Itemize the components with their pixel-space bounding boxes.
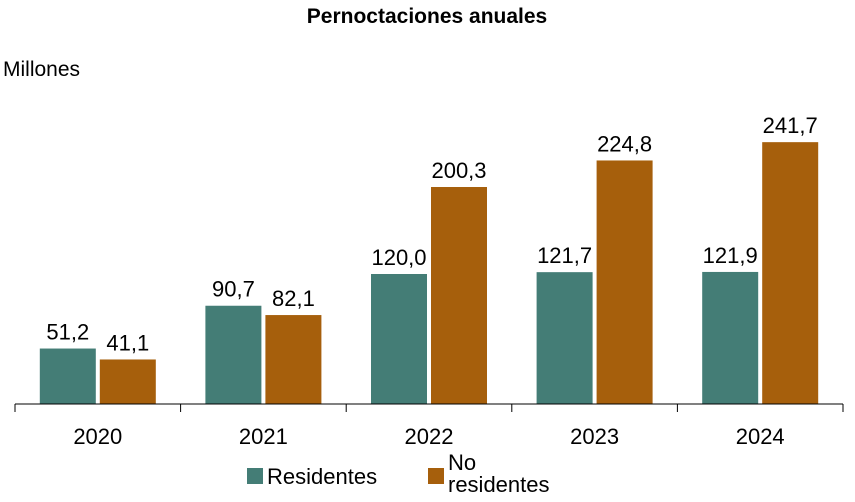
legend-label-line: No bbox=[448, 450, 476, 475]
bar-no-residentes-2024 bbox=[762, 142, 819, 405]
x-tick-label-2022: 2022 bbox=[405, 424, 454, 449]
legend-label-residentes: Residentes bbox=[267, 464, 377, 489]
data-label-residentes-2023: 121,7 bbox=[537, 243, 592, 268]
data-label-no-residentes-2023: 224,8 bbox=[597, 131, 652, 156]
bar-residentes-2023 bbox=[536, 272, 593, 404]
bar-no-residentes-2022 bbox=[431, 187, 487, 404]
x-tick-label-2021: 2021 bbox=[239, 424, 288, 449]
bar-residentes-2022 bbox=[371, 274, 427, 404]
data-label-no-residentes-2020: 41,1 bbox=[106, 330, 149, 355]
chart-title: Pernoctaciones anuales bbox=[307, 5, 547, 28]
legend-swatch-no-residentes bbox=[428, 468, 444, 484]
bar-residentes-2020 bbox=[39, 348, 96, 404]
legend-label-no-residentes: No residentes bbox=[448, 450, 550, 497]
data-label-residentes-2022: 120,0 bbox=[371, 245, 426, 270]
x-tick-label-2020: 2020 bbox=[73, 424, 122, 449]
bar-residentes-2021 bbox=[205, 305, 262, 404]
data-label-no-residentes-2021: 82,1 bbox=[272, 286, 315, 311]
bar-residentes-2024 bbox=[702, 271, 759, 404]
data-label-no-residentes-2024: 241,7 bbox=[763, 113, 818, 138]
data-label-residentes-2021: 90,7 bbox=[212, 277, 255, 302]
x-tick-label-2023: 2023 bbox=[570, 424, 619, 449]
legend-label-line: residentes bbox=[448, 472, 550, 497]
bar-no-residentes-2020 bbox=[99, 359, 156, 404]
bar-no-residentes-2023 bbox=[596, 160, 653, 404]
y-axis-unit-label: Millones bbox=[3, 58, 80, 81]
legend-swatch-residentes bbox=[247, 468, 263, 484]
legend: Residentes No residentes bbox=[247, 450, 550, 497]
data-label-residentes-2024: 121,9 bbox=[703, 243, 758, 268]
plot-area: 51,2 41,1 2020 90,7 82,1 2021 120,0 200,3 2022 12… bbox=[14, 113, 844, 449]
x-tick-label-2024: 2024 bbox=[736, 424, 785, 449]
data-label-no-residentes-2022: 200,3 bbox=[431, 158, 486, 183]
bar-no-residentes-2021 bbox=[265, 315, 322, 404]
data-label-residentes-2020: 51,2 bbox=[46, 320, 89, 345]
